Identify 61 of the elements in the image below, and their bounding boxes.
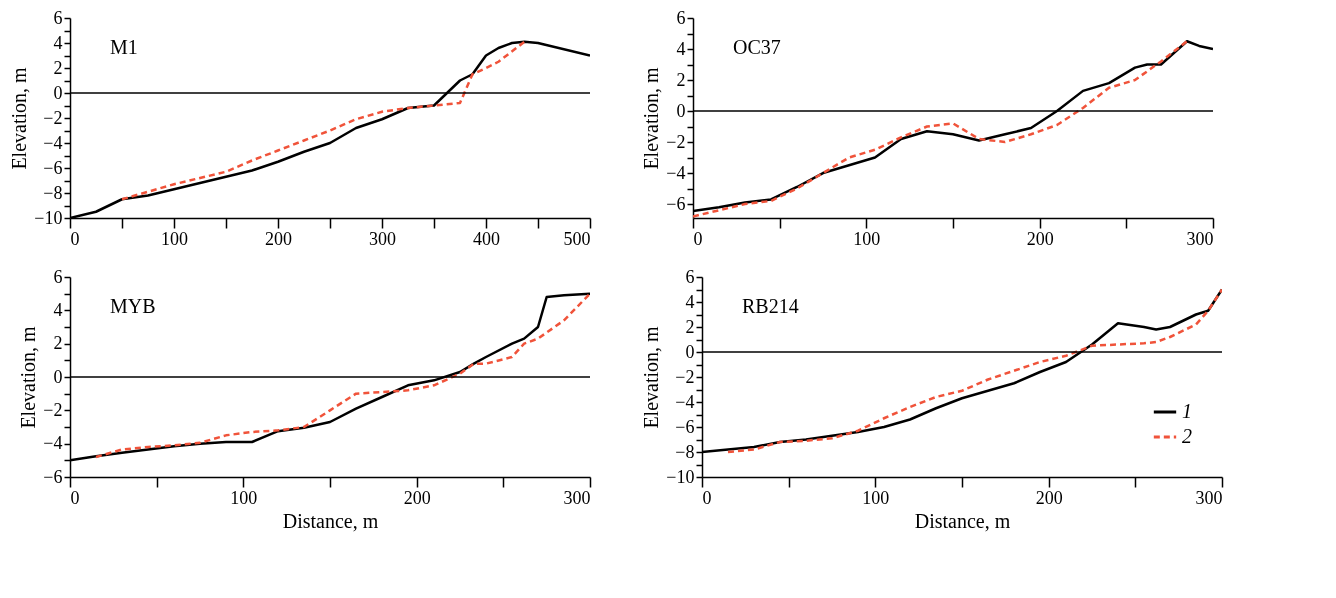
y-tick-label: 4 [685, 291, 695, 312]
x-tick-label: 300 [563, 487, 591, 508]
y-tick-label: −10 [34, 207, 63, 228]
y-tick-label: −4 [675, 391, 695, 412]
legend-label: 1 [1182, 400, 1192, 422]
y-tick-label: 4 [53, 32, 63, 53]
x-tick-label: 200 [1026, 228, 1054, 249]
y-tick-label: 0 [53, 366, 63, 387]
x-tick-label: 0 [70, 228, 80, 249]
x-tick-label: 200 [265, 228, 292, 249]
y-tick-label: −2 [666, 131, 686, 152]
x-tick-label: 400 [473, 228, 500, 249]
y-tick-label: −4 [43, 132, 63, 153]
y-tick-label: −6 [43, 157, 63, 178]
y-tick-label: −2 [43, 107, 63, 128]
x-tick-label: 300 [1186, 228, 1214, 249]
x-tick-label: 200 [403, 487, 431, 508]
y-tick-label: −8 [675, 441, 695, 462]
x-tick-label: 100 [853, 228, 881, 249]
y-axis-title: Elevation, m [8, 66, 31, 170]
y-tick-label: −4 [666, 162, 686, 183]
annotation: OC37 [733, 36, 781, 58]
y-tick-label: 4 [53, 299, 63, 320]
y-tick-label: 2 [53, 333, 63, 354]
x-tick-label: 200 [1035, 487, 1063, 508]
x-tick-label: 0 [702, 487, 712, 508]
y-tick-label: −2 [675, 366, 695, 387]
annotation: RB214 [742, 295, 799, 317]
y-axis-title: Elevation, m [640, 66, 663, 170]
y-axis-title: Elevation, m [17, 325, 40, 429]
y-tick-label: 6 [53, 266, 63, 287]
legend-label: 2 [1182, 425, 1192, 447]
y-tick-label: 4 [676, 38, 686, 59]
y-tick-label: 0 [53, 82, 63, 103]
y-tick-label: 6 [53, 7, 63, 28]
x-tick-label: 300 [369, 228, 396, 249]
x-tick-label: 500 [563, 228, 591, 249]
annotation: M1 [110, 36, 138, 58]
annotation: MYB [110, 295, 156, 317]
y-tick-label: 2 [685, 316, 695, 337]
y-tick-label: 0 [685, 341, 695, 362]
x-axis-title: Distance, m [282, 509, 379, 532]
y-tick-label: −6 [675, 416, 695, 437]
y-tick-label: 2 [53, 57, 63, 78]
y-tick-label: 6 [676, 7, 686, 28]
y-tick-label: −4 [43, 433, 63, 454]
y-tick-label: 2 [676, 69, 686, 90]
x-tick-label: 0 [70, 487, 80, 508]
y-tick-label: −6 [666, 193, 686, 214]
y-tick-label: 6 [685, 266, 695, 287]
x-axis-title: Distance, m [914, 509, 1011, 532]
x-tick-label: 100 [862, 487, 890, 508]
y-tick-label: −8 [43, 182, 63, 203]
x-tick-label: 300 [1195, 487, 1223, 508]
y-tick-label: −2 [43, 399, 63, 420]
y-tick-label: −10 [666, 466, 695, 487]
y-tick-label: −6 [43, 466, 63, 487]
x-tick-label: 100 [230, 487, 258, 508]
y-axis-title: Elevation, m [640, 325, 663, 429]
y-tick-label: 0 [676, 100, 686, 121]
x-tick-label: 100 [161, 228, 188, 249]
